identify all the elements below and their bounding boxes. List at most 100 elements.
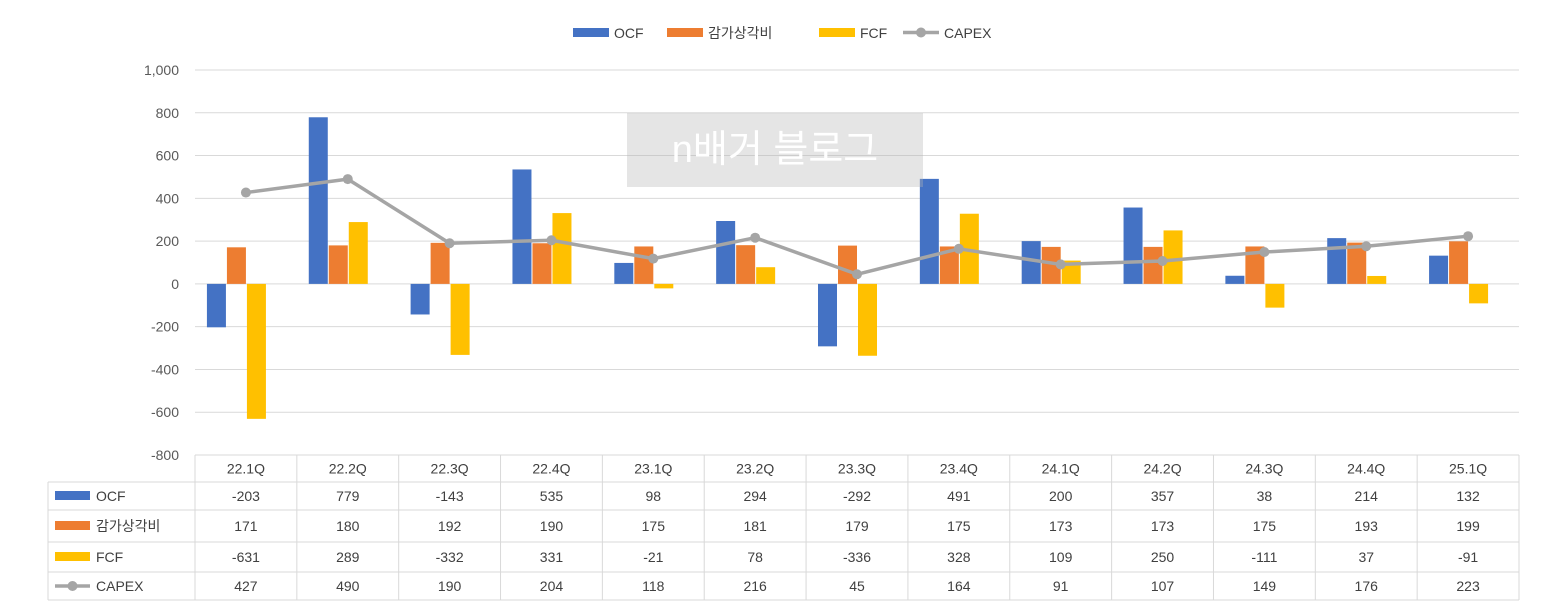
- table-value: -203: [232, 488, 260, 504]
- table-value: 118: [642, 578, 665, 594]
- legend-label: OCF: [614, 25, 644, 41]
- capex-point: [1157, 256, 1168, 267]
- table-legend-swatch: [55, 491, 90, 500]
- y-tick-label: -600: [151, 404, 179, 420]
- table-series-name: 감가상각비: [96, 518, 160, 534]
- table-value: 192: [438, 518, 462, 534]
- data-table: 22.1Q 22.2Q 22.3Q 22.4Q 23.1Q 23.2Q 23.3Q 23.4Q…: [47, 454, 1520, 601]
- capex-point: [444, 238, 455, 249]
- bar: [1245, 246, 1265, 284]
- bar: [532, 243, 552, 284]
- watermark-text: n배거 블로그: [672, 129, 879, 171]
- bar: [1327, 238, 1347, 284]
- table-value: 331: [540, 549, 564, 565]
- bar: [736, 245, 756, 284]
- table-value: 109: [1049, 549, 1073, 565]
- legend-swatch: [819, 28, 855, 37]
- bar: [1367, 275, 1387, 284]
- capex-point: [240, 187, 251, 198]
- table-legend-swatch: [55, 552, 90, 561]
- bar: [246, 283, 266, 419]
- table-value: -91: [1458, 549, 1478, 565]
- table-series-name: CAPEX: [96, 578, 144, 594]
- capex-point: [1361, 241, 1372, 252]
- y-tick-label: 0: [171, 276, 179, 292]
- table-category: 25.1Q: [1449, 461, 1487, 477]
- y-tick-label: 400: [156, 190, 180, 206]
- bar: [716, 221, 736, 284]
- legend-label: CAPEX: [944, 25, 992, 41]
- bar: [1347, 242, 1367, 284]
- table-value: -631: [232, 549, 260, 565]
- table-value: 294: [743, 488, 767, 504]
- table-value: 173: [1049, 518, 1073, 534]
- table-value: 175: [947, 518, 971, 534]
- table-value: 179: [845, 518, 869, 534]
- legend-swatch: [573, 28, 609, 37]
- capex-point: [342, 174, 353, 185]
- bar: [818, 283, 837, 347]
- y-tick-label: 600: [156, 148, 180, 164]
- table-category: 23.2Q: [736, 461, 774, 477]
- bar: [614, 262, 634, 284]
- table-value: 175: [642, 518, 666, 534]
- table-value: 180: [336, 518, 360, 534]
- bar: [1225, 275, 1245, 284]
- table-category: 22.3Q: [431, 461, 469, 477]
- table-category: 22.4Q: [532, 461, 570, 477]
- table-value: 535: [540, 488, 564, 504]
- bar: [1061, 260, 1081, 284]
- capex-point: [1055, 259, 1066, 270]
- table-category: 23.1Q: [634, 461, 672, 477]
- y-tick-label: 1,000: [144, 62, 179, 78]
- table-value: 181: [743, 518, 767, 534]
- capex-point: [546, 235, 557, 246]
- table-value: 289: [336, 549, 360, 565]
- capex-point: [1463, 231, 1474, 242]
- table-value: 193: [1355, 518, 1379, 534]
- table-category: 23.3Q: [838, 461, 876, 477]
- bar: [1429, 255, 1449, 284]
- table-value: -336: [843, 549, 871, 565]
- y-tick-label: -400: [151, 361, 179, 377]
- bar: [552, 213, 572, 284]
- table-value: -143: [436, 488, 464, 504]
- bar: [1163, 230, 1183, 284]
- table-value: 199: [1456, 518, 1480, 534]
- legend-label: 감가상각비: [708, 25, 772, 41]
- bar: [512, 169, 532, 284]
- capex-point: [750, 232, 761, 243]
- table-value: 328: [947, 549, 971, 565]
- table-value: 190: [438, 578, 462, 594]
- legend: OCF 감가상각비 FCF CAPEX: [573, 25, 992, 41]
- bar: [654, 283, 674, 289]
- bar: [450, 283, 470, 355]
- bar: [328, 245, 348, 284]
- table-value: 171: [234, 518, 258, 534]
- table-value: 132: [1456, 488, 1480, 504]
- bar: [919, 178, 939, 284]
- bar: [226, 247, 246, 284]
- y-tick-label: 200: [156, 233, 180, 249]
- table-value: -21: [643, 549, 663, 565]
- bar: [1449, 241, 1469, 284]
- capex-point: [1259, 247, 1270, 258]
- bar: [858, 283, 877, 356]
- bar: [348, 222, 368, 284]
- bar: [1021, 241, 1041, 284]
- bar: [756, 267, 776, 284]
- table-category: 24.2Q: [1143, 461, 1181, 477]
- table-value: 216: [743, 578, 767, 594]
- y-tick-label: -200: [151, 319, 179, 335]
- table-value: 107: [1151, 578, 1175, 594]
- table-category: 24.3Q: [1245, 461, 1283, 477]
- table-value: 490: [336, 578, 360, 594]
- table-value: 149: [1253, 578, 1277, 594]
- table-value: 779: [336, 488, 360, 504]
- table-value: 173: [1151, 518, 1175, 534]
- table-value: -332: [436, 549, 464, 565]
- table-value: 250: [1151, 549, 1175, 565]
- table-category: 22.2Q: [329, 461, 367, 477]
- table-value: 98: [646, 488, 662, 504]
